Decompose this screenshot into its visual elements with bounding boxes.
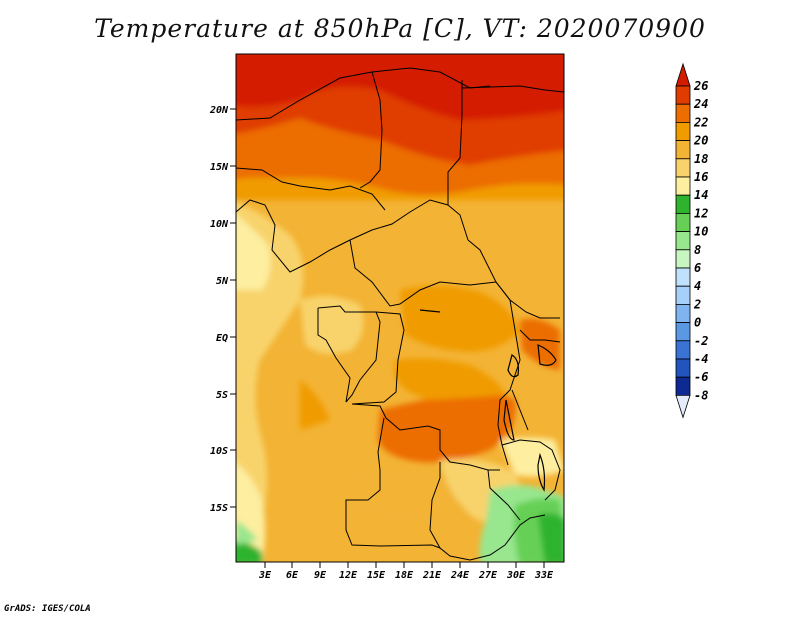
lon-tick-label: 12E [339, 570, 358, 581]
lon-tick-label: 9E [314, 570, 327, 581]
colorbar-label: 14 [694, 188, 708, 202]
colorbar-label: -8 [694, 388, 708, 402]
lat-tick-label: 15N [210, 162, 229, 173]
lon-axis: 3E 6E 9E 12E 15E 18E 21E 24E 27E 30E 33E [258, 562, 554, 581]
map-frame [235, 53, 565, 563]
colorbar-label: -2 [694, 334, 708, 348]
colorbar-label: 2 [693, 297, 701, 311]
lon-tick-label: 33E [534, 570, 554, 581]
lon-tick-label: 18E [395, 570, 414, 581]
colorbar-label: 6 [694, 261, 701, 275]
colorbar-label: 22 [693, 115, 708, 129]
lon-tick-label: 21E [422, 570, 442, 581]
lon-tick-label: 30E [506, 570, 526, 581]
colorbar-segment [675, 103, 691, 123]
lon-tick-label: 27E [478, 570, 498, 581]
lat-tick-label: EQ [216, 333, 228, 344]
lon-tick-label: 15E [367, 570, 386, 581]
colorbar-segment [675, 231, 691, 251]
colorbar-segment [675, 358, 691, 378]
colorbar-label: 26 [693, 79, 708, 93]
colorbar-label: 10 [694, 225, 708, 239]
colorbar-label: -4 [694, 352, 708, 366]
lat-tick-label: 10N [210, 219, 229, 230]
lat-tick-label: 5N [216, 276, 229, 287]
colorbar-segment [675, 122, 691, 142]
colorbar-segment [675, 249, 691, 269]
colorbar-label: 20 [693, 134, 708, 148]
colorbar-top-arrow [675, 62, 691, 87]
colorbar-label: 12 [694, 206, 708, 220]
colorbar-segment [675, 176, 691, 196]
colorbar-label: 18 [694, 152, 708, 166]
colorbar-segment [675, 376, 691, 396]
colorbar-segment [675, 85, 691, 105]
colorbar-label: 8 [694, 243, 701, 257]
colorbar-segment [675, 303, 691, 323]
colorbar-segment [675, 285, 691, 305]
colorbar-segment [675, 194, 691, 214]
lon-tick-label: 6E [286, 570, 299, 581]
colorbar-segment [675, 267, 691, 287]
colorbar-label: 4 [694, 279, 701, 293]
lat-tick-label: 15S [210, 503, 228, 514]
colorbar-segment [675, 322, 691, 342]
colorbar-label: 16 [694, 170, 708, 184]
colorbar-segment [675, 158, 691, 178]
lon-tick-label: 3E [258, 570, 272, 581]
lat-tick-label: 10S [210, 446, 228, 457]
colorbar-label: 24 [693, 97, 708, 111]
colorbar-label: -6 [694, 370, 708, 384]
colorbar-segment [675, 140, 691, 160]
colorbar-segment [675, 212, 691, 232]
lon-tick-label: 24E [450, 570, 470, 581]
lat-tick-label: 5S [216, 390, 228, 401]
map-title: Temperature at 850hPa [C], VT: 202007090… [94, 14, 706, 43]
colorbar-label: 0 [694, 316, 701, 330]
colorbar-segment [675, 340, 691, 360]
lat-axis: 20N 15N 10N 5N EQ 5S 10S 15S [209, 105, 236, 514]
lat-tick-label: 20N [209, 105, 229, 116]
colorbar-bottom-arrow [675, 395, 691, 419]
temperature-field [236, 54, 564, 562]
grads-credit: GrADS: IGES/COLA [4, 604, 91, 614]
